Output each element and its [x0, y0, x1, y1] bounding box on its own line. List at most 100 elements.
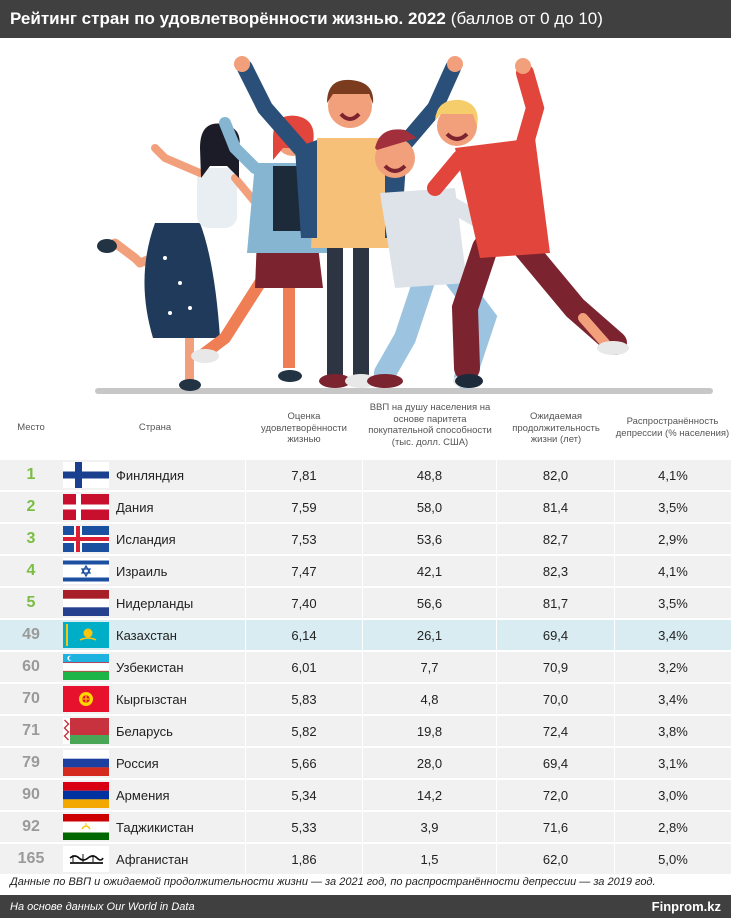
- page-subtitle: (баллов от 0 до 10): [450, 9, 603, 28]
- depression-cell: 2,9%: [615, 524, 731, 554]
- country-cell: Россия: [62, 748, 245, 778]
- rank-cell: 49: [0, 620, 62, 650]
- iceland-flag-icon: [63, 526, 109, 552]
- country-name: Узбекистан: [116, 659, 184, 675]
- life-expectancy-cell: 82,7: [497, 524, 614, 554]
- life-satisfaction-cell: 6,01: [246, 652, 362, 682]
- depression-cell: 3,0%: [615, 780, 731, 810]
- country-cell: Кыргызстан: [62, 684, 245, 714]
- life-satisfaction-cell: 5,33: [246, 812, 362, 842]
- depression-cell: 3,1%: [615, 748, 731, 778]
- life-satisfaction-cell: 7,47: [246, 556, 362, 586]
- rank-cell: 70: [0, 684, 62, 714]
- country-cell: Финляндия: [62, 460, 245, 490]
- depression-cell: 3,2%: [615, 652, 731, 682]
- life-expectancy-cell: 71,6: [497, 812, 614, 842]
- depression-cell: 3,8%: [615, 716, 731, 746]
- kyrgyzstan-flag-icon: [63, 686, 109, 712]
- denmark-flag-icon: [63, 494, 109, 520]
- rank-cell: 92: [0, 812, 62, 842]
- footer-bar: На основе данных Our World in Data Finpr…: [0, 895, 731, 918]
- table-row: 1 Финляндия 7,81 48,8 82,0 4,1%: [0, 459, 731, 491]
- country-name: Нидерланды: [116, 595, 194, 611]
- life-satisfaction-cell: 5,34: [246, 780, 362, 810]
- country-cell: Израиль: [62, 556, 245, 586]
- armenia-flag-icon: [63, 782, 109, 808]
- table-row: 5 Нидерланды 7,40 56,6 81,7 3,5%: [0, 587, 731, 619]
- table-row: 60 Узбекистан 6,01 7,7 70,9 3,2%: [0, 651, 731, 683]
- country-name: Кыргызстан: [116, 691, 187, 707]
- footnote: Данные по ВВП и ожидаемой продолжительно…: [10, 876, 656, 888]
- afghanistan-flag-icon: [63, 846, 109, 872]
- depression-cell: 3,4%: [615, 684, 731, 714]
- rank-cell: 3: [0, 524, 62, 554]
- gdp-cell: 26,1: [363, 620, 496, 650]
- country-name: Дания: [116, 499, 154, 515]
- table-row: 92 Таджикистан 5,33 3,9 71,6 2,8%: [0, 811, 731, 843]
- kazakhstan-flag-icon: [63, 622, 109, 648]
- gdp-cell: 28,0: [363, 748, 496, 778]
- tajikistan-flag-icon: [63, 814, 109, 840]
- table-row: 71 Беларусь 5,82 19,8 72,4 3,8%: [0, 715, 731, 747]
- country-name: Россия: [116, 755, 159, 771]
- depression-cell: 4,1%: [615, 460, 731, 490]
- rank-cell: 5: [0, 588, 62, 618]
- life-expectancy-cell: 82,0: [497, 460, 614, 490]
- life-satisfaction-cell: 7,81: [246, 460, 362, 490]
- country-name: Казахстан: [116, 627, 177, 643]
- rank-cell: 1: [0, 460, 62, 490]
- brand-logo: Finprom.kz: [651, 899, 721, 914]
- rank-cell: 165: [0, 844, 62, 874]
- col-header-dep: Распространённость депрессии (% населени…: [615, 416, 730, 439]
- depression-cell: 3,5%: [615, 588, 731, 618]
- country-name: Израиль: [116, 563, 168, 579]
- table-row: 3 Исландия 7,53 53,6 82,7 2,9%: [0, 523, 731, 555]
- table-row: 49 Казахстан 6,14 26,1 69,4 3,4%: [0, 619, 731, 651]
- col-header-country: Страна: [138, 422, 172, 433]
- life-satisfaction-cell: 1,86: [246, 844, 362, 874]
- country-cell: Афганистан: [62, 844, 245, 874]
- country-name: Армения: [116, 787, 170, 803]
- life-satisfaction-cell: 7,59: [246, 492, 362, 522]
- gdp-cell: 4,8: [363, 684, 496, 714]
- gdp-cell: 3,9: [363, 812, 496, 842]
- life-expectancy-cell: 72,4: [497, 716, 614, 746]
- col-header-life: Оценка удовлетворённости жизнью: [261, 411, 347, 445]
- table-row: 79 Россия 5,66 28,0 69,4 3,1%: [0, 747, 731, 779]
- country-name: Финляндия: [116, 467, 185, 483]
- life-satisfaction-cell: 5,83: [246, 684, 362, 714]
- life-expectancy-cell: 69,4: [497, 748, 614, 778]
- gdp-cell: 14,2: [363, 780, 496, 810]
- page-title-bar: Рейтинг стран по удовлетворённости жизнь…: [0, 0, 731, 38]
- depression-cell: 3,4%: [615, 620, 731, 650]
- israel-flag-icon: [63, 558, 109, 584]
- gdp-cell: 1,5: [363, 844, 496, 874]
- life-satisfaction-cell: 5,66: [246, 748, 362, 778]
- country-cell: Армения: [62, 780, 245, 810]
- country-cell: Узбекистан: [62, 652, 245, 682]
- life-expectancy-cell: 81,4: [497, 492, 614, 522]
- life-expectancy-cell: 62,0: [497, 844, 614, 874]
- finland-flag-icon: [63, 462, 109, 488]
- depression-cell: 3,5%: [615, 492, 731, 522]
- country-cell: Нидерланды: [62, 588, 245, 618]
- table-row: 2 Дания 7,59 58,0 81,4 3,5%: [0, 491, 731, 523]
- rank-cell: 4: [0, 556, 62, 586]
- country-name: Исландия: [116, 531, 176, 547]
- col-header-exp: Ожидаемая продолжительность жизни (лет): [512, 411, 600, 445]
- table-row: 165 Афганистан 1,86 1,5 62,0 5,0%: [0, 843, 731, 875]
- country-cell: Беларусь: [62, 716, 245, 746]
- life-expectancy-cell: 82,3: [497, 556, 614, 586]
- rank-cell: 60: [0, 652, 62, 682]
- rank-cell: 71: [0, 716, 62, 746]
- happy-people-illustration: [95, 56, 713, 394]
- country-cell: Дания: [62, 492, 245, 522]
- country-name: Таджикистан: [116, 819, 194, 835]
- gdp-cell: 53,6: [363, 524, 496, 554]
- gdp-cell: 56,6: [363, 588, 496, 618]
- life-satisfaction-cell: 5,82: [246, 716, 362, 746]
- table-row: 90 Армения 5,34 14,2 72,0 3,0%: [0, 779, 731, 811]
- page-title: Рейтинг стран по удовлетворённости жизнь…: [10, 9, 446, 28]
- country-cell: Казахстан: [62, 620, 245, 650]
- table-row: 4 Израиль 7,47 42,1 82,3 4,1%: [0, 555, 731, 587]
